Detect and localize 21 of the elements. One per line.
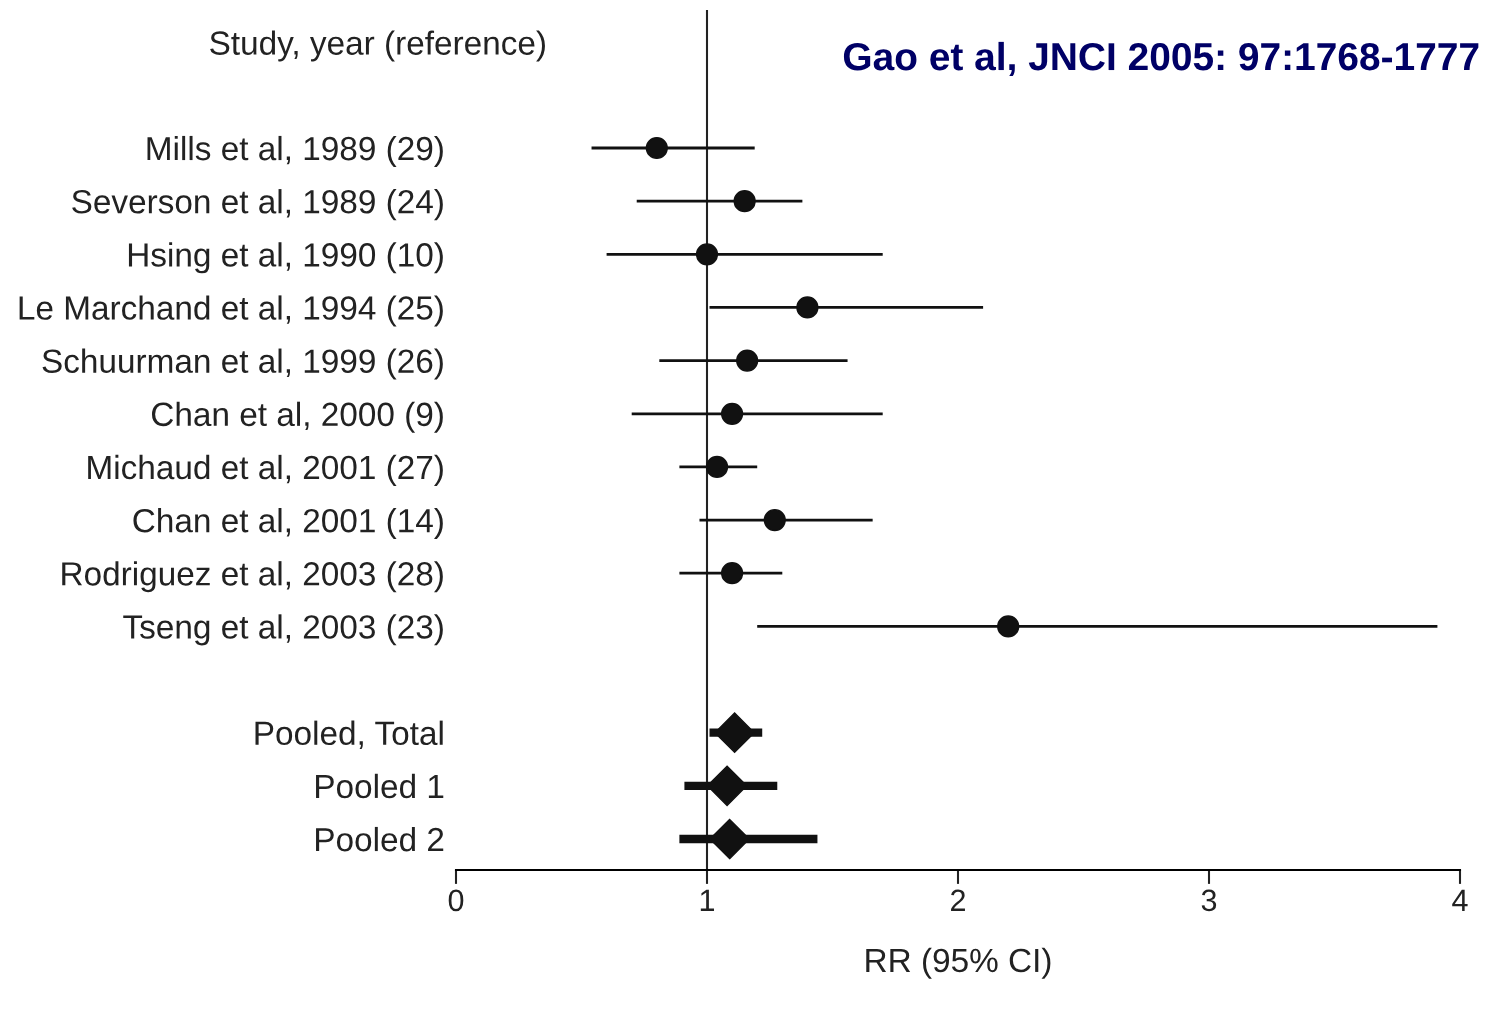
- x-tick-label: 4: [1452, 889, 1468, 911]
- y-tick-label: Le Marchand et al, 1994 (25): [19, 295, 443, 327]
- x-tick-label: 3: [1201, 889, 1217, 912]
- x-tick-label: 1: [700, 889, 715, 911]
- x-tick-label: 0: [448, 889, 464, 912]
- y-tick-label: Chan et al, 2000 (9): [151, 401, 443, 433]
- y-tick-label: Schuurman et al, 1999 (26): [42, 348, 443, 380]
- y-tick-label: Rodriguez et al, 2003 (28): [62, 561, 443, 593]
- y-tick-label: Severson et al, 1989 (24): [72, 189, 443, 221]
- text: Study, year (reference): [210, 30, 545, 62]
- y-tick-label: Chan et al, 2001 (14): [133, 508, 443, 540]
- y-tick-label: Tseng et al, 2003 (23): [123, 614, 443, 646]
- y-tick-label: Michaud et al, 2001 (27): [88, 454, 443, 486]
- x-tick-label: 2: [951, 889, 965, 911]
- y-tick-label: Pooled 1: [316, 773, 444, 799]
- x-axis-title: RR (95% CI): [866, 947, 1051, 979]
- y-tick-label: Pooled 2: [316, 826, 444, 852]
- y-tick-label: Mills et al, 1989 (29): [147, 135, 443, 167]
- y-tick-label: Pooled, Total: [255, 720, 443, 750]
- y-tick-label: Hsing et al, 1990 (10): [128, 242, 443, 274]
- chart-title: Gao et al, JNCI 2005: 97:1768-1777: [843, 41, 1479, 77]
